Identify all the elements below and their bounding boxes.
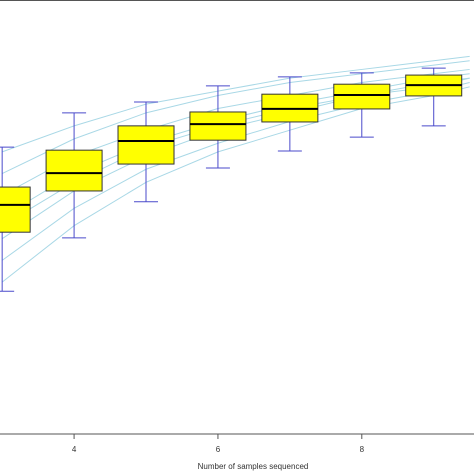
x-tick-label: 8 [360,445,365,454]
x-tick-label: 4 [72,445,77,454]
x-tick-label: 6 [216,445,221,454]
box [117,125,175,165]
curve [1,55,470,153]
box [333,83,391,110]
curve [1,73,470,218]
box [189,111,247,141]
box [45,149,103,192]
curve [1,86,470,283]
curve [1,60,470,175]
x-axis-label: Number of samples sequenced [198,462,309,471]
box [0,186,31,233]
